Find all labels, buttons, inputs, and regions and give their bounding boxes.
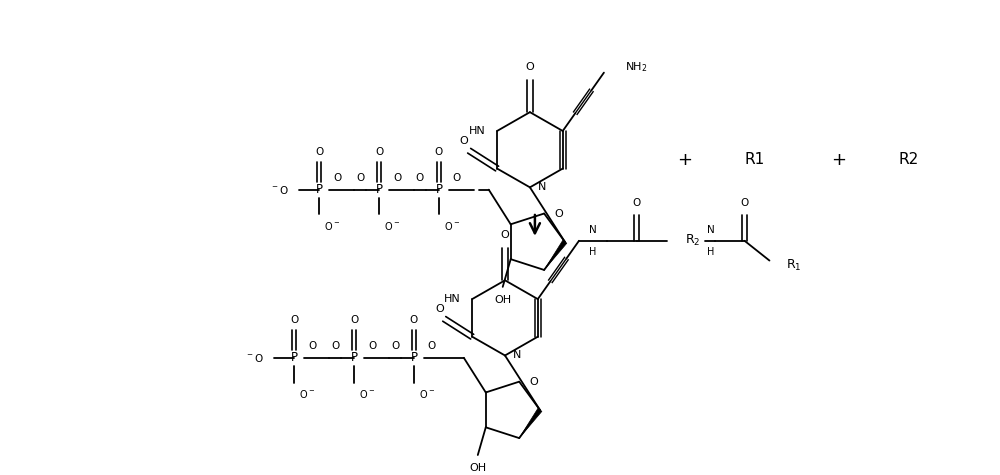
Text: O: O bbox=[526, 62, 534, 72]
Text: P: P bbox=[376, 183, 383, 196]
Text: O: O bbox=[315, 147, 323, 157]
Text: O$^-$: O$^-$ bbox=[299, 389, 315, 400]
Text: O: O bbox=[393, 173, 401, 183]
Text: O: O bbox=[740, 198, 749, 208]
Text: O$^-$: O$^-$ bbox=[324, 220, 340, 232]
Text: O: O bbox=[331, 341, 339, 351]
Text: R1: R1 bbox=[744, 152, 764, 167]
Text: O: O bbox=[308, 341, 316, 351]
Text: O: O bbox=[375, 147, 383, 157]
Text: P: P bbox=[316, 183, 323, 196]
Text: +: + bbox=[832, 151, 847, 169]
Text: OH: OH bbox=[469, 463, 486, 473]
Text: R$_1$: R$_1$ bbox=[786, 258, 802, 273]
Text: NH$_2$: NH$_2$ bbox=[625, 60, 647, 74]
Text: O: O bbox=[453, 173, 461, 183]
Text: O: O bbox=[356, 173, 364, 183]
Text: R$_2$: R$_2$ bbox=[685, 233, 700, 248]
Polygon shape bbox=[519, 408, 542, 438]
Text: +: + bbox=[677, 151, 692, 169]
Text: O: O bbox=[633, 198, 641, 208]
Text: O: O bbox=[555, 209, 563, 218]
Text: O$^-$: O$^-$ bbox=[359, 389, 375, 400]
Text: $^-$O: $^-$O bbox=[270, 184, 289, 196]
Text: P: P bbox=[410, 352, 417, 364]
Text: HN: HN bbox=[444, 294, 461, 304]
Text: O$^-$: O$^-$ bbox=[384, 220, 400, 232]
Text: HN: HN bbox=[469, 126, 486, 136]
Text: P: P bbox=[351, 352, 358, 364]
Text: O$^-$: O$^-$ bbox=[419, 389, 435, 400]
Text: O: O bbox=[428, 341, 436, 351]
Text: P: P bbox=[291, 352, 298, 364]
Text: O: O bbox=[290, 315, 298, 325]
Text: H: H bbox=[707, 247, 714, 256]
Polygon shape bbox=[544, 240, 567, 270]
Text: O: O bbox=[410, 315, 418, 325]
Text: O: O bbox=[435, 304, 444, 314]
Text: N: N bbox=[589, 225, 597, 235]
Text: O: O bbox=[416, 173, 424, 183]
Text: O: O bbox=[368, 341, 376, 351]
Text: O: O bbox=[350, 315, 358, 325]
Text: N: N bbox=[513, 351, 521, 361]
Text: OH: OH bbox=[494, 294, 511, 305]
Text: N: N bbox=[707, 225, 714, 235]
Text: O$^-$: O$^-$ bbox=[444, 220, 460, 232]
Text: O: O bbox=[391, 341, 399, 351]
Text: O: O bbox=[435, 147, 443, 157]
Text: H: H bbox=[589, 247, 597, 256]
Text: O: O bbox=[530, 377, 539, 387]
Text: O: O bbox=[501, 230, 509, 240]
Text: O: O bbox=[460, 136, 469, 146]
Text: R2: R2 bbox=[899, 152, 919, 167]
Text: $^-$O: $^-$O bbox=[245, 352, 264, 364]
Text: O: O bbox=[333, 173, 341, 183]
Text: N: N bbox=[538, 182, 546, 192]
Text: P: P bbox=[435, 183, 442, 196]
